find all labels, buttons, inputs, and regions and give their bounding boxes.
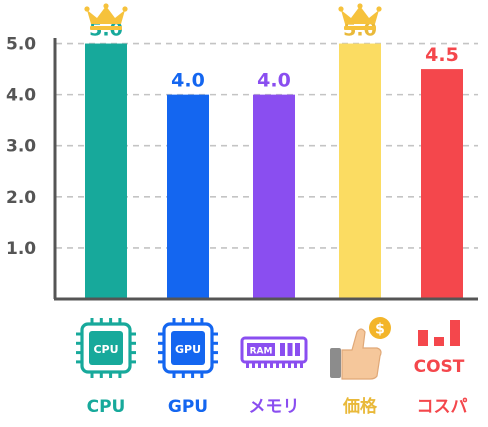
- bar: [253, 94, 295, 300]
- crown-jewel: [122, 6, 128, 12]
- ram-pin: [246, 363, 249, 368]
- category-labels: CPU GPU メモリ 価格 コスパ: [87, 396, 468, 417]
- ram-pin: [252, 363, 255, 368]
- crown-jewel: [338, 6, 344, 12]
- crown-shape: [87, 6, 125, 24]
- axes: [53, 38, 478, 301]
- cost-text: COST: [414, 357, 465, 377]
- ram-pin: [300, 363, 303, 368]
- chip-text: CPU: [93, 343, 118, 356]
- crown-jewel: [84, 6, 90, 12]
- ram-pin: [282, 363, 285, 368]
- category-label: 価格: [342, 396, 378, 417]
- crown-jewel: [376, 6, 382, 12]
- chip-core: [171, 331, 205, 365]
- bar: [85, 43, 127, 299]
- value-label: 4.0: [171, 70, 205, 92]
- category-icons: CPU GPU RAM $ COST: [76, 317, 465, 380]
- ram-pin: [288, 363, 291, 368]
- ram-chip: [280, 343, 285, 356]
- crown-icon: [338, 3, 382, 30]
- gpu-chip-icon: GPU: [158, 318, 218, 378]
- coin-symbol: $: [375, 322, 385, 338]
- cost-bars-icon: COST: [414, 320, 465, 377]
- ram-chip: [287, 343, 293, 356]
- bar: [421, 69, 463, 299]
- crown-shape: [341, 6, 379, 24]
- cost-bar: [434, 337, 444, 346]
- coin: [369, 317, 391, 339]
- thumb-cuff: [330, 348, 341, 378]
- value-labels: 5.04.04.05.04.5: [89, 19, 459, 92]
- value-label: 4.0: [257, 70, 291, 92]
- y-tick-label: 5.0: [6, 35, 36, 55]
- crown-icon: [84, 3, 128, 30]
- category-label: メモリ: [249, 397, 300, 417]
- category-label: CPU: [87, 397, 126, 417]
- thumbs-up-coin-icon: $: [330, 317, 391, 380]
- ram-label-plate: [247, 343, 275, 356]
- crowns: [84, 3, 382, 30]
- ram-pin: [270, 363, 273, 368]
- chip-core: [89, 331, 123, 365]
- crown-band: [90, 26, 122, 30]
- thumb-hand: [341, 328, 382, 380]
- crown-jewel: [357, 3, 363, 9]
- y-tick-labels: 1.0 2.0 3.0 4.0 5.0: [6, 35, 36, 259]
- ram-pin: [258, 363, 261, 368]
- bars: [85, 43, 463, 300]
- ram-text: RAM: [250, 347, 273, 357]
- y-tick-label: 4.0: [6, 86, 36, 106]
- category-label: コスパ: [417, 397, 468, 417]
- ram-chip: [295, 343, 300, 356]
- chip-text: GPU: [175, 343, 201, 356]
- ram-pin: [294, 363, 297, 368]
- crown-band: [344, 26, 376, 30]
- ram-pin: [264, 363, 267, 368]
- cpu-chip-icon: CPU: [76, 318, 136, 378]
- ram-module-icon: RAM: [240, 336, 308, 368]
- bar: [339, 43, 381, 299]
- category-label: GPU: [168, 397, 208, 417]
- value-label: 4.5: [425, 44, 459, 66]
- bar: [167, 94, 209, 300]
- cost-bar: [450, 320, 460, 346]
- cost-bar: [418, 330, 428, 346]
- ram-pin: [276, 363, 279, 368]
- y-tick-label: 2.0: [6, 188, 36, 208]
- crown-jewel: [103, 3, 109, 9]
- y-tick-label: 3.0: [6, 137, 36, 157]
- y-tick-label: 1.0: [6, 239, 36, 259]
